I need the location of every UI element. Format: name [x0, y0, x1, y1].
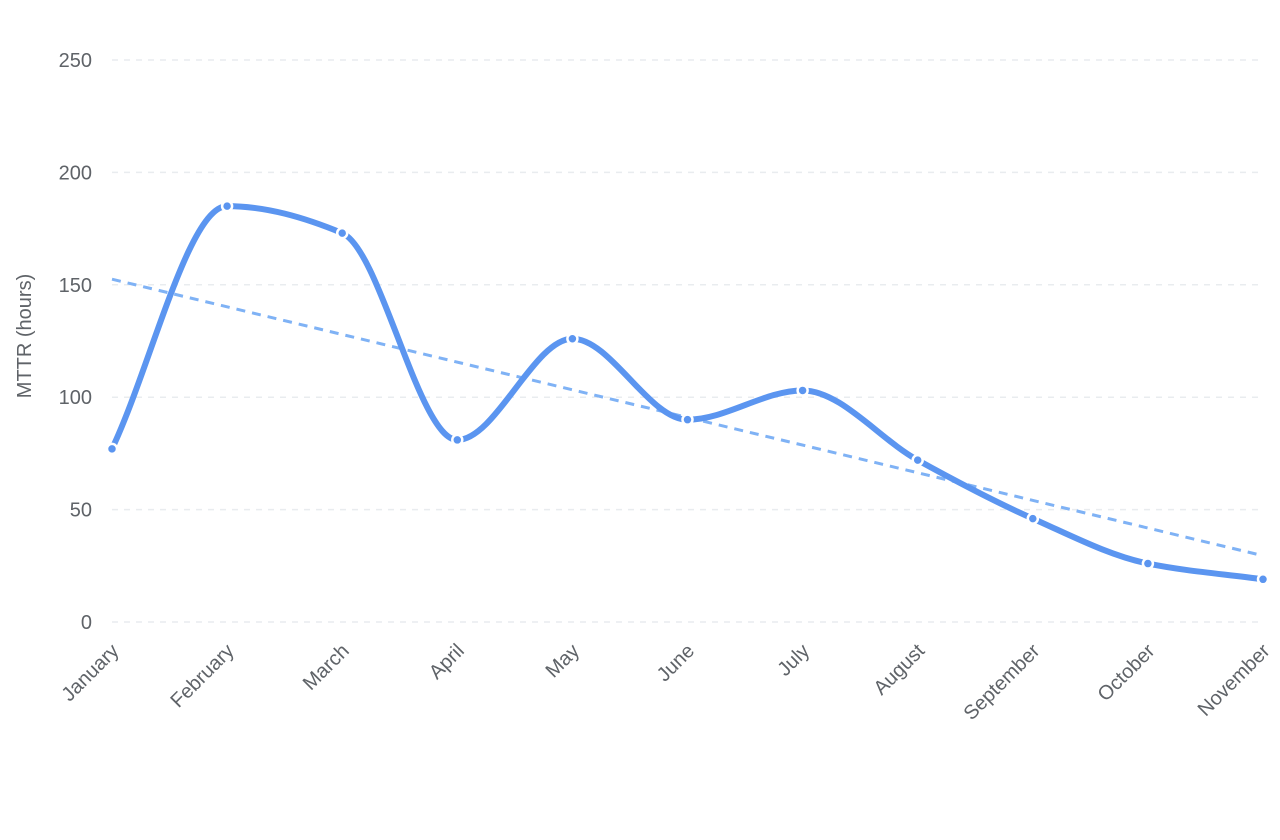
data-point-september[interactable]: [1026, 512, 1040, 525]
data-point-january[interactable]: [105, 442, 119, 456]
x-tick-label-november: November: [1194, 640, 1275, 721]
x-tick-label-july: July: [773, 640, 814, 681]
series-line-0: [109, 203, 1266, 583]
y-axis-title: MTTR (hours): [14, 274, 36, 398]
x-tick-label-june: June: [653, 640, 699, 686]
x-tick-label-september: September: [960, 640, 1045, 725]
x-tick-label-october: October: [1094, 640, 1160, 706]
data-point-march[interactable]: [335, 226, 349, 240]
x-tick-label-april: April: [425, 640, 469, 684]
data-point-may[interactable]: [566, 332, 579, 346]
y-tick-label: 0: [81, 612, 92, 634]
trend-line: [111, 277, 1264, 558]
data-point-april[interactable]: [451, 433, 464, 447]
data-point-november[interactable]: [1256, 573, 1270, 586]
x-tick-label-february: February: [166, 640, 238, 712]
data-point-february[interactable]: [220, 199, 234, 213]
data-point-august[interactable]: [911, 453, 924, 467]
data-point-october[interactable]: [1141, 557, 1155, 570]
data-point-july[interactable]: [796, 384, 809, 397]
grid-lines: [112, 59, 1263, 623]
data-point-june[interactable]: [681, 413, 694, 426]
x-tick-label-may: May: [542, 640, 584, 682]
x-tick-label-march: March: [299, 640, 354, 695]
x-tick-label-january: January: [58, 640, 124, 706]
y-tick-label: 200: [59, 162, 92, 184]
y-tick-label: 150: [59, 275, 92, 297]
y-tick-label: 250: [59, 50, 92, 72]
x-axis-ticks: January February March April May June July Augu…: [58, 640, 1275, 725]
trend-line-group: [111, 277, 1264, 558]
y-tick-label: 50: [70, 500, 92, 522]
y-tick-label: 100: [59, 387, 92, 409]
series-group: [105, 199, 1270, 586]
y-axis-ticks: 0 50 100 150 200 250: [59, 50, 92, 634]
x-tick-label-august: August: [870, 640, 930, 700]
